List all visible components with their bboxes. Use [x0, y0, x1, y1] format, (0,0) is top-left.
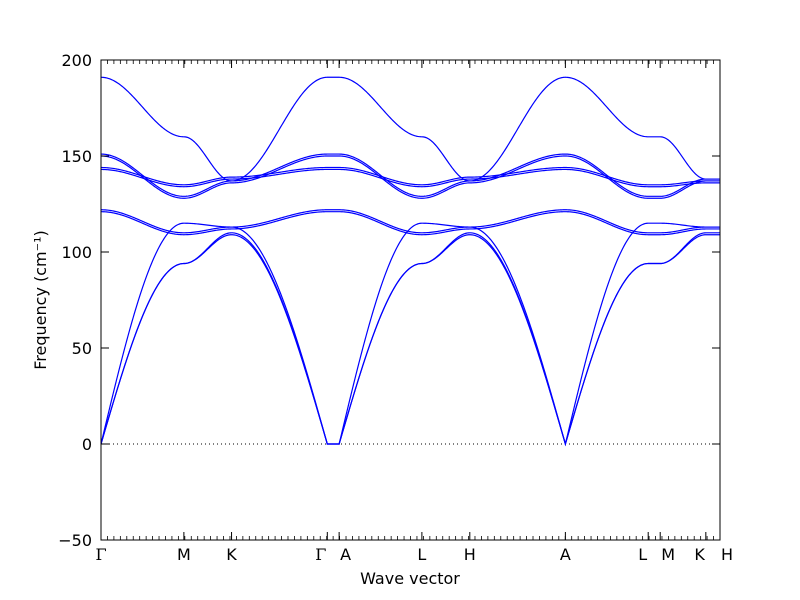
band-line-8 [101, 222, 720, 447]
band-layer [101, 76, 720, 447]
y-tick-label: 150 [61, 147, 92, 166]
band-line-1 [101, 76, 720, 182]
x-tick-label: K [694, 545, 705, 564]
y-tick-layer: −50 0 50 100 150 200 [58, 51, 720, 550]
x-axis-title: Wave vector [360, 569, 460, 588]
band-line-4 [101, 166, 720, 186]
y-tick-label: 50 [72, 339, 92, 358]
x-tick-label: M [661, 545, 675, 564]
x-tick-label: L [417, 545, 426, 564]
band-line-7 [101, 211, 720, 236]
x-tick-label: K [226, 545, 237, 564]
band-line-2 [101, 153, 720, 197]
plot-frame [100, 59, 721, 541]
x-tick-label: A [560, 545, 571, 564]
x-tick-label: A [340, 545, 351, 564]
plot-area-background [101, 60, 720, 540]
x-tick-label: M [177, 545, 191, 564]
x-tick-label: H [721, 545, 733, 564]
x-tick-label: H [464, 545, 476, 564]
y-axis-title: Frequency (cm⁻¹) [31, 230, 50, 369]
x-tick-label: L [638, 545, 647, 564]
x-tick-label: Γ [315, 545, 326, 564]
y-tick-label: 0 [82, 435, 92, 454]
band-line-6 [101, 209, 720, 234]
y-tick-label: 200 [61, 51, 92, 70]
x-tick-label: Γ [95, 545, 106, 564]
y-tick-label: 100 [61, 243, 92, 262]
band-line-10 [101, 234, 720, 447]
band-line-5 [101, 168, 720, 188]
minor-tick-layer [107, 60, 714, 540]
band-line-3 [101, 155, 720, 199]
y-tick-label: −50 [58, 531, 92, 550]
